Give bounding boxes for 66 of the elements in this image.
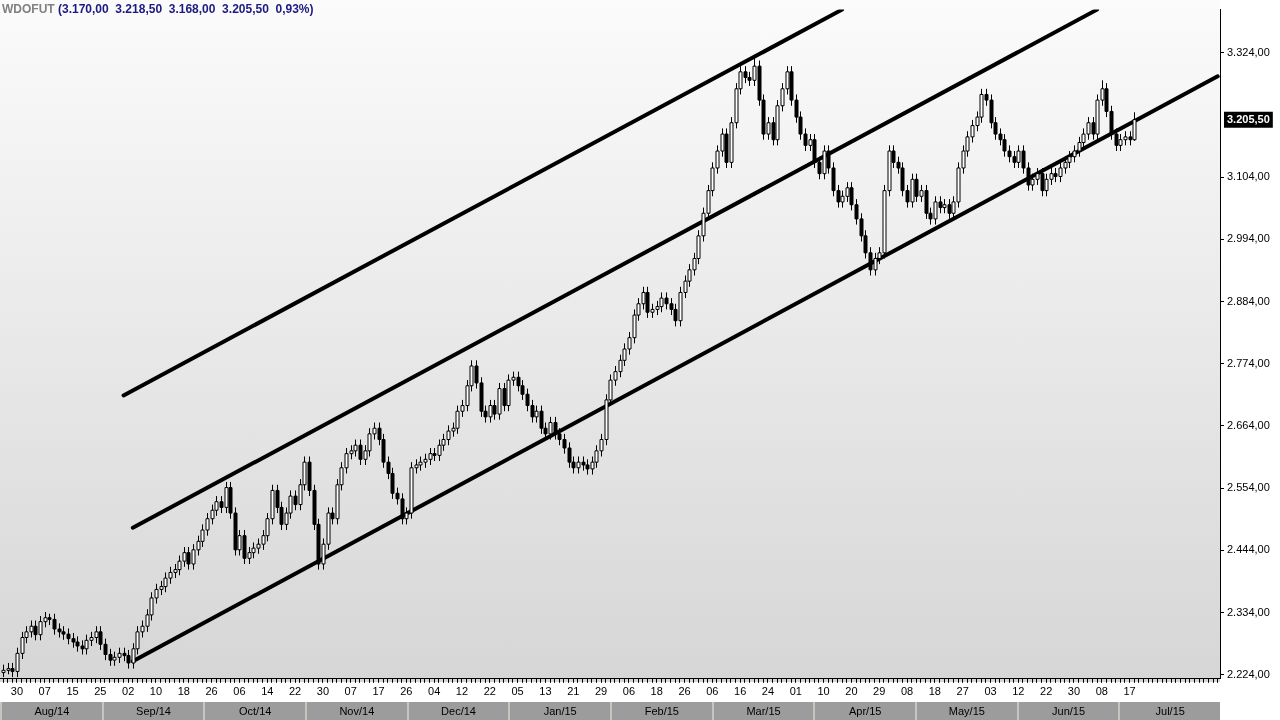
x-tick-label: 17: [372, 685, 385, 698]
x-tick-label: 03: [984, 685, 997, 698]
text: Sep/14: [101, 702, 204, 720]
text: May/15: [915, 702, 1017, 720]
y-tick-label: 2.334,00: [1227, 605, 1270, 618]
chart-title: WDOFUT: [2, 2, 55, 16]
x-tick-label: 05: [511, 685, 524, 698]
y-tick-label: 2.664,00: [1227, 418, 1270, 431]
x-tick-label: 25: [94, 685, 107, 698]
text: Mar/15: [711, 702, 814, 720]
y-tick-label: 2.994,00: [1227, 232, 1270, 245]
x-tick-label: 24: [761, 685, 775, 698]
text: Feb/15: [610, 702, 712, 720]
x-tick-label: 15: [66, 685, 79, 698]
x-tick-label: 22: [1040, 685, 1053, 698]
x-tick-label: 20: [845, 685, 858, 698]
text: Aug/14: [0, 702, 102, 720]
x-tick-label: 14: [261, 685, 274, 698]
text: Apr/15: [813, 702, 916, 720]
x-tick-label: 22: [483, 685, 496, 698]
x-tick-label: 12: [1012, 685, 1025, 698]
text: 3.205,50: [1227, 112, 1270, 125]
text: Jun/15: [1016, 702, 1119, 720]
x-tick-label: 13: [539, 685, 552, 698]
x-tick-label: 06: [706, 685, 719, 698]
y-tick-label: 2.884,00: [1227, 294, 1270, 307]
y-tick-label: 2.554,00: [1227, 481, 1270, 494]
y-tick-label: 2.444,00: [1227, 543, 1270, 556]
x-tick-label: 26: [205, 685, 218, 698]
y-tick-label: 2.224,00: [1227, 667, 1270, 680]
x-tick-label: 17: [1123, 685, 1136, 698]
x-tick-label: 10: [149, 685, 163, 698]
text: Jan/15: [508, 702, 611, 720]
x-tick-label: 18: [650, 685, 663, 698]
x-tick-label: 01: [789, 685, 802, 698]
x-tick-label: 16: [734, 685, 747, 698]
x-tick-label: 02: [122, 685, 135, 698]
x-tick-label: 30: [1067, 685, 1081, 698]
x-tick-label: 29: [873, 685, 886, 698]
text: Nov/14: [305, 702, 407, 720]
x-tick-label: 06: [622, 685, 636, 698]
x-tick-label: 18: [928, 685, 941, 698]
x-tick-label: 07: [38, 685, 51, 698]
x-tick-label: 21: [567, 685, 580, 698]
x-tick-label: 10: [817, 685, 830, 698]
y-tick-label: 2.774,00: [1227, 356, 1270, 369]
x-tick-label: 22: [288, 685, 302, 698]
x-tick-label: 06: [233, 685, 246, 698]
x-tick-label: 30: [316, 685, 330, 698]
y-tick-label: 3.324,00: [1227, 45, 1270, 58]
x-tick-label: 07: [344, 685, 357, 698]
y-tick-label: 3.104,00: [1227, 170, 1270, 183]
x-tick-label: 18: [177, 685, 190, 698]
chart-subtitle: (3.170,00 3.218,50 3.168,00 3.205,50 0,93%): [57, 2, 314, 16]
x-tick-label: 30: [10, 685, 24, 698]
x-tick-label: 04: [428, 685, 441, 698]
text: Oct/14: [203, 702, 306, 720]
x-tick-label: 08: [900, 685, 914, 698]
x-tick-label: 12: [455, 685, 469, 698]
text: Dec/14: [406, 702, 509, 720]
x-tick-label: 26: [678, 685, 691, 698]
x-tick-label: 29: [594, 685, 608, 698]
x-tick-label: 26: [400, 685, 413, 698]
x-tick-label: 27: [956, 685, 969, 698]
text: Jul/15: [1118, 702, 1221, 720]
x-tick-label: 08: [1095, 685, 1108, 698]
